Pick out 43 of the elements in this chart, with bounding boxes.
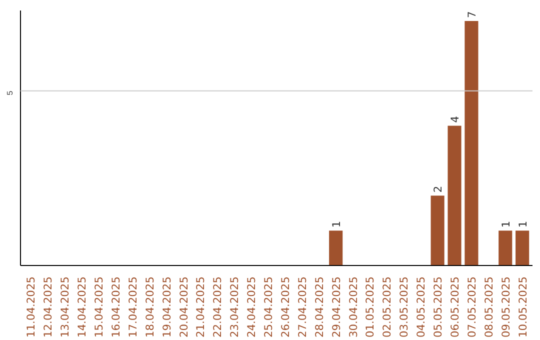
x-tick-label: 13.04.2025 [58,276,72,338]
x-tick-label: 30.04.2025 [346,276,360,338]
data-label: 4 [448,116,462,123]
x-tick-label: 21.04.2025 [194,276,208,338]
x-tick-label: 10.05.2025 [516,276,530,338]
x-tick-label: 02.05.2025 [380,276,394,338]
data-label: 2 [432,186,445,193]
bar [430,196,444,266]
x-tick-label: 27.04.2025 [296,276,309,338]
data-label: 1 [330,220,343,228]
x-tick-label: 28.04.2025 [312,276,326,338]
x-tick-label: 04.05.2025 [414,276,428,338]
x-tick-label: 18.04.2025 [143,276,156,338]
bar [448,126,462,266]
x-tick-label: 20.04.2025 [177,276,190,338]
x-tick-label: 06.05.2025 [448,276,462,338]
x-tick-label: 19.04.2025 [160,276,174,338]
x-tick-label: 24.04.2025 [245,276,258,338]
ref-line-label: 5 [6,90,14,96]
bar [516,230,530,266]
x-tick-label: 29.04.2025 [330,276,343,338]
x-tick-label: 03.05.2025 [398,276,411,338]
x-tick-label: 16.04.2025 [109,276,122,338]
x-tick-label: 08.05.2025 [482,276,496,338]
bar [498,230,512,266]
bar [464,20,478,266]
x-tick-label: 25.04.2025 [262,276,276,338]
data-label: 7 [465,11,478,18]
x-tick-label: 01.05.2025 [364,276,377,338]
x-tick-label: 26.04.2025 [278,276,292,338]
data-label: 1 [499,220,512,228]
x-tick-label: 09.05.2025 [499,276,512,338]
x-tick-label: 17.04.2025 [126,276,140,338]
x-tick-label: 15.04.2025 [92,276,106,338]
x-tick-label: 05.05.2025 [432,276,445,338]
x-tick-label: 07.05.2025 [465,276,478,338]
x-tick-label: 11.04.2025 [24,276,38,338]
bar [329,230,343,266]
data-label: 1 [516,220,530,228]
x-tick-label: 14.04.2025 [76,276,89,338]
x-tick-label: 23.04.2025 [228,276,242,338]
x-tick-label: 22.04.2025 [211,276,224,338]
x-tick-label: 12.04.2025 [42,276,55,338]
